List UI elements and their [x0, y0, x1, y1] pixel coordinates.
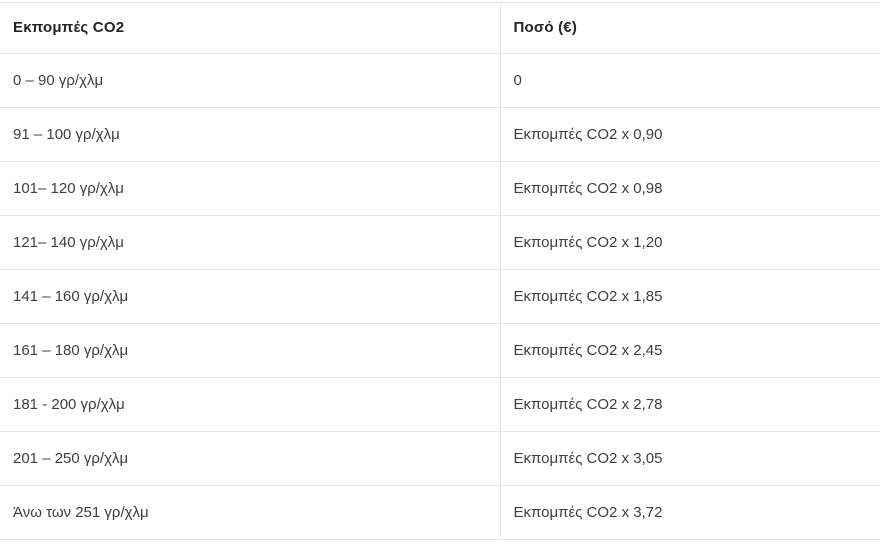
- amount-cell: Εκπομπές CO2 x 1,85: [500, 269, 880, 324]
- emissions-cell: 161 – 180 γρ/χλμ: [0, 323, 501, 378]
- amount-cell: Εκπομπές CO2 x 2,78: [500, 377, 880, 432]
- emissions-cell: 91 – 100 γρ/χλμ: [0, 107, 501, 162]
- table-header-row: Εκπομπές CO2 Ποσό (€): [0, 2, 880, 54]
- table-row: 101– 120 γρ/χλμ Εκπομπές CO2 x 0,98: [0, 161, 880, 216]
- amount-cell: Εκπομπές CO2 x 0,90: [500, 107, 880, 162]
- column-header-amount: Ποσό (€): [500, 2, 880, 54]
- amount-cell: Εκπομπές CO2 x 3,72: [500, 485, 880, 540]
- table-row: 201 – 250 γρ/χλμ Εκπομπές CO2 x 3,05: [0, 431, 880, 486]
- amount-cell: Εκπομπές CO2 x 1,20: [500, 215, 880, 270]
- amount-cell: 0: [500, 53, 880, 108]
- amount-cell: Εκπομπές CO2 x 3,05: [500, 431, 880, 486]
- emissions-cell: 101– 120 γρ/χλμ: [0, 161, 501, 216]
- emissions-cell: 141 – 160 γρ/χλμ: [0, 269, 501, 324]
- table-row: 91 – 100 γρ/χλμ Εκπομπές CO2 x 0,90: [0, 107, 880, 162]
- table-row: 161 – 180 γρ/χλμ Εκπομπές CO2 x 2,45: [0, 323, 880, 378]
- table-row: 181 - 200 γρ/χλμ Εκπομπές CO2 x 2,78: [0, 377, 880, 432]
- emissions-cell: Άνω των 251 γρ/χλμ: [0, 485, 501, 540]
- table-row: 0 – 90 γρ/χλμ 0: [0, 53, 880, 108]
- table-row: 121– 140 γρ/χλμ Εκπομπές CO2 x 1,20: [0, 215, 880, 270]
- table-row: 141 – 160 γρ/χλμ Εκπομπές CO2 x 1,85: [0, 269, 880, 324]
- table-row: Άνω των 251 γρ/χλμ Εκπομπές CO2 x 3,72: [0, 485, 880, 540]
- emissions-cell: 181 - 200 γρ/χλμ: [0, 377, 501, 432]
- emissions-cell: 0 – 90 γρ/χλμ: [0, 53, 501, 108]
- emissions-cell: 201 – 250 γρ/χλμ: [0, 431, 501, 486]
- column-header-emissions: Εκπομπές CO2: [0, 2, 501, 54]
- amount-cell: Εκπομπές CO2 x 0,98: [500, 161, 880, 216]
- co2-emissions-tax-table: Εκπομπές CO2 Ποσό (€) 0 – 90 γρ/χλμ 0 91…: [0, 2, 880, 540]
- emissions-cell: 121– 140 γρ/χλμ: [0, 215, 501, 270]
- amount-cell: Εκπομπές CO2 x 2,45: [500, 323, 880, 378]
